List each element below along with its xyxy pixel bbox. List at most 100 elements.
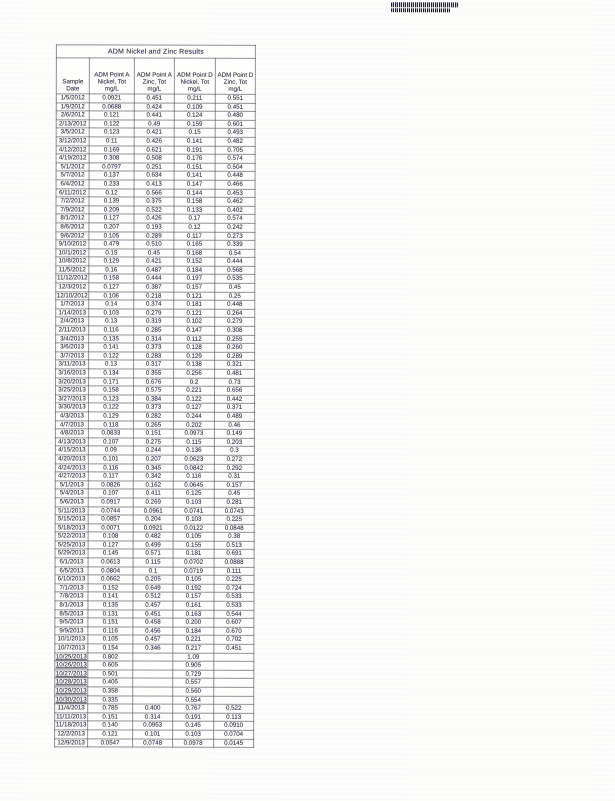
value-cell: 0.111	[214, 566, 255, 576]
value-cell: 0.0613	[88, 557, 134, 567]
value-cell: 0.493	[215, 128, 256, 138]
value-cell: 0.45	[133, 248, 174, 258]
value-cell: 0.197	[173, 274, 215, 284]
value-cell: 0.512	[132, 592, 173, 602]
value-cell: 0.144	[174, 188, 216, 198]
value-cell: 0.225	[214, 575, 255, 585]
value-cell: 0.161	[172, 601, 214, 610]
value-cell: 0.451	[134, 94, 175, 103]
value-cell: 0.458	[132, 618, 173, 627]
value-cell: 0.25	[214, 291, 255, 301]
value-cell: 0.218	[133, 291, 174, 301]
date-cell: 9/10/2012	[55, 239, 89, 249]
date-cell: 6/11/2012	[56, 188, 90, 198]
date-cell: 9/9/2013	[54, 626, 88, 636]
date-cell: 10/1/2013	[54, 635, 88, 644]
value-cell: 0.127	[173, 403, 215, 413]
value-cell: 0.165	[173, 240, 215, 249]
value-cell: 0.574	[214, 214, 256, 224]
value-cell: 0.116	[173, 472, 215, 481]
date-cell: 5/7/2012	[56, 171, 90, 180]
value-cell: 0.158	[174, 197, 216, 206]
date-cell: 3/7/2013	[55, 351, 89, 361]
value-cell: 0.466	[215, 180, 256, 189]
value-cell: 0.45	[214, 283, 255, 293]
value-cell: 0.122	[173, 394, 215, 404]
value-cell: 0.670	[213, 627, 254, 636]
value-cell: 0.451	[213, 644, 254, 653]
value-cell: 0.481	[214, 369, 255, 378]
value-cell: 0.159	[174, 119, 216, 129]
value-cell: 0.691	[214, 549, 255, 559]
value-cell: 0.0662	[88, 575, 134, 584]
value-cell	[213, 678, 254, 688]
value-cell: 0.905	[172, 661, 214, 671]
value-cell: 0.255	[214, 334, 255, 344]
value-cell: 0.192	[172, 583, 215, 593]
value-cell: 0.163	[172, 609, 214, 619]
value-cell: 0.480	[215, 111, 256, 121]
value-cell	[132, 652, 173, 662]
value-cell: 0.176	[174, 154, 216, 164]
value-cell: 0.127	[88, 214, 134, 223]
value-cell: 0.0741	[173, 506, 215, 516]
value-cell: 0.0953	[132, 721, 173, 731]
value-cell: 0.479	[88, 240, 134, 249]
value-cell: 0.233	[89, 179, 135, 189]
value-cell: 0.147	[174, 180, 216, 189]
date-cell: 5/4/2013	[55, 489, 89, 498]
value-cell: 0.137	[89, 171, 135, 180]
date-cell: 5/18/2013	[55, 523, 89, 533]
value-cell: 0.499	[133, 540, 174, 550]
date-cell: 11/18/2013	[54, 721, 88, 730]
table-row: 4/15/2013 0.09 0.244 0.136 0.3	[55, 446, 255, 456]
value-cell: 0.0842	[173, 463, 215, 473]
date-cell: 4/24/2013	[55, 463, 89, 473]
table-row: 11/11/2013 0.151 0.314 0.191 0.113	[54, 712, 254, 722]
value-cell: 0.122	[88, 403, 134, 413]
value-cell: 0.136	[173, 446, 215, 456]
table-row: 10/28/2013 0.405 0.557	[54, 678, 254, 688]
value-cell	[132, 678, 173, 688]
value-cell: 0.574	[215, 154, 256, 164]
value-cell: 0.533	[213, 592, 255, 602]
value-cell	[132, 695, 173, 705]
value-cell: 0.0973	[173, 429, 215, 439]
stamp-line	[391, 8, 450, 13]
value-cell: 0.145	[172, 721, 214, 731]
value-cell: 0.802	[87, 652, 133, 662]
value-cell: 0.702	[213, 635, 254, 645]
value-cell: 0.487	[133, 265, 174, 275]
value-cell: 0.426	[133, 214, 174, 224]
value-cell: 0.169	[89, 145, 135, 155]
value-cell: 0.729	[172, 669, 214, 679]
value-cell: 0.112	[173, 334, 215, 344]
value-cell: 0.118	[88, 420, 134, 430]
value-cell: 0.0122	[173, 523, 215, 533]
value-cell: 0.122	[89, 119, 135, 129]
value-cell: 0.260	[214, 343, 255, 353]
value-cell: 0.133	[173, 205, 216, 215]
date-cell: 5/11/2013	[55, 506, 89, 516]
date-cell: 10/26/2013	[54, 661, 88, 670]
date-cell: 6/4/2012	[56, 179, 90, 189]
value-cell: 0.134	[88, 368, 134, 378]
table-row: 10/7/2013 0.154 0.346 0.217 0.451	[54, 643, 254, 653]
value-cell: 0.16	[88, 265, 134, 275]
value-cell: 0.129	[173, 351, 215, 361]
value-cell: 0.0704	[213, 730, 254, 739]
value-cell: 0.157	[173, 283, 215, 292]
value-cell: 0.122	[88, 351, 134, 361]
value-cell: 0.151	[133, 429, 174, 438]
date-cell: 9/5/2013	[54, 618, 88, 627]
value-cell: 0.138	[173, 360, 215, 370]
value-cell: 0.411	[133, 489, 174, 499]
table-row: 1/14/2013 0.103 0.279 0.121 0.264	[55, 308, 255, 318]
value-cell: 0.09	[88, 446, 134, 455]
value-cell: 0.244	[173, 412, 215, 421]
table-row: 10/8/2012 0.129 0.421 0.152 0.444	[55, 257, 255, 267]
value-cell: 0.421	[133, 257, 174, 267]
value-cell: 0.13	[88, 360, 134, 370]
value-cell: 0.375	[134, 197, 175, 206]
date-cell: 8/1/2013	[54, 600, 88, 610]
